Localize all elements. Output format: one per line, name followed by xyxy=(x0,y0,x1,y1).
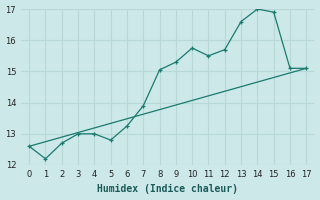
X-axis label: Humidex (Indice chaleur): Humidex (Indice chaleur) xyxy=(97,184,238,194)
